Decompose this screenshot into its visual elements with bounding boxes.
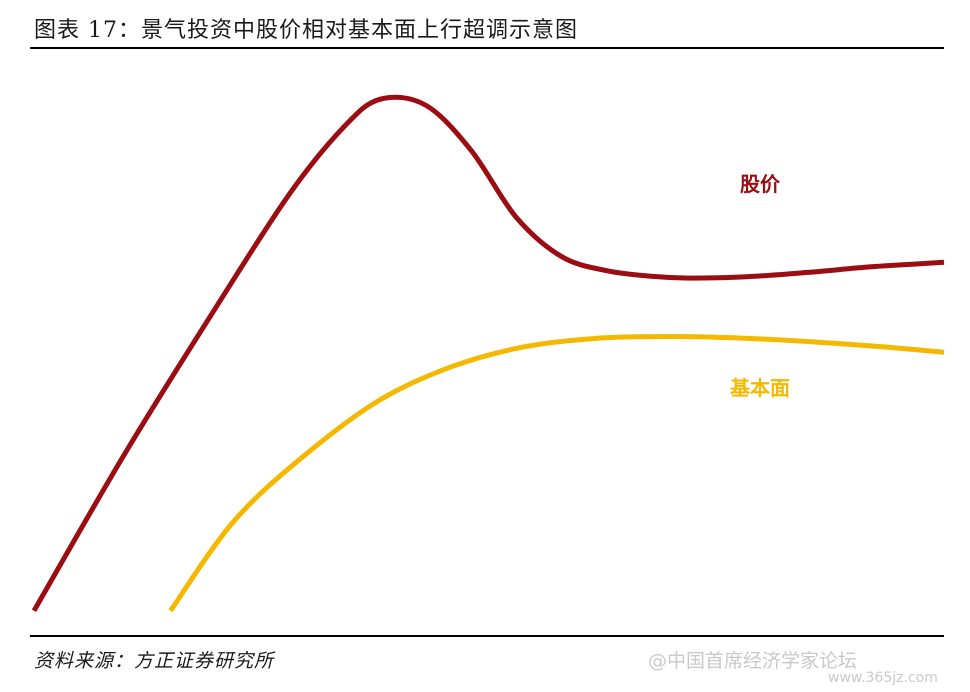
- title-rule: [30, 47, 944, 49]
- source-rule: [30, 635, 944, 637]
- source-note: 资料来源：方正证券研究所: [34, 650, 275, 672]
- series-label-fundamentals: 基本面: [730, 376, 790, 400]
- series-line-stock-price: [31, 94, 945, 613]
- watermark-url: www.365jz.com: [828, 670, 938, 686]
- chart-title: 图表 17：景气投资中股价相对基本面上行超调示意图: [34, 18, 578, 43]
- series-label-stock-price: 股价: [740, 172, 781, 196]
- watermark-text: @中国首席经济学家论坛: [648, 650, 858, 672]
- series-layer: [31, 94, 945, 613]
- series-line-fundamentals: [168, 334, 945, 613]
